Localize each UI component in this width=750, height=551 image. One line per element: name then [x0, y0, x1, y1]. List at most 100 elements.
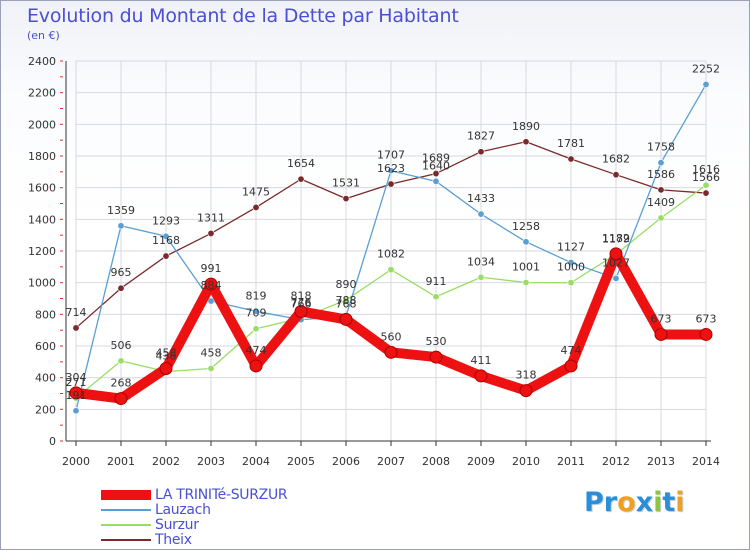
data-point: [387, 266, 395, 274]
logo-letter: i: [653, 487, 663, 518]
data-label: 2252: [692, 62, 720, 75]
legend-label: Theix: [155, 531, 192, 548]
data-label: 884: [201, 279, 222, 292]
data-point: [117, 222, 125, 230]
data-point: [657, 159, 665, 167]
data-point: [432, 177, 440, 185]
data-label: 965: [111, 266, 132, 279]
x-tick-label: 2010: [512, 455, 540, 468]
data-point: [567, 155, 575, 163]
data-label: 1258: [512, 220, 540, 233]
data-label: 1827: [467, 130, 495, 143]
data-label: 788: [336, 294, 357, 307]
data-label: 438: [156, 350, 177, 363]
x-tick-label: 2005: [287, 455, 315, 468]
data-point: [297, 175, 305, 183]
data-point: [249, 359, 263, 373]
data-label: 1682: [602, 153, 630, 166]
data-point: [474, 369, 488, 383]
y-tick-label: 600: [35, 340, 56, 353]
data-label: 1001: [512, 261, 540, 274]
data-point: [339, 312, 353, 326]
data-point: [657, 186, 665, 194]
data-label: 318: [516, 369, 537, 382]
y-tick-label: 2400: [28, 55, 56, 68]
y-tick-label: 1000: [28, 277, 56, 290]
legend-item: LA TRINITé-SURZUR: [101, 486, 288, 503]
data-point: [69, 386, 83, 400]
logo-letter: P: [584, 487, 604, 518]
data-label: 530: [426, 335, 447, 348]
data-point: [384, 345, 398, 359]
legend-swatch: [101, 489, 151, 500]
data-point: [72, 324, 80, 332]
data-point: [204, 277, 218, 291]
y-tick-label: 1200: [28, 245, 56, 258]
logo-letter: i: [675, 487, 685, 518]
y-tick-label: 400: [35, 372, 56, 385]
data-label: 474: [246, 344, 267, 357]
data-point: [519, 384, 533, 398]
legend-label: Lauzach: [155, 501, 211, 518]
data-label: 191: [66, 389, 87, 402]
data-label: 709: [246, 307, 267, 320]
x-tick-label: 2012: [602, 455, 630, 468]
data-point: [387, 180, 395, 188]
data-label: 1531: [332, 177, 360, 190]
data-point: [699, 327, 713, 341]
data-point: [522, 279, 530, 287]
data-label: 673: [651, 312, 672, 325]
data-point: [207, 229, 215, 237]
data-label: 1758: [647, 141, 675, 154]
data-point: [477, 273, 485, 281]
data-point: [477, 148, 485, 156]
data-point: [612, 274, 620, 282]
legend-swatch: [101, 523, 151, 526]
data-point: [702, 181, 710, 189]
data-point: [342, 195, 350, 203]
data-point: [477, 210, 485, 218]
data-point: [342, 296, 350, 304]
data-label: 1654: [287, 157, 315, 170]
data-label: 304: [66, 371, 87, 384]
logo-letter: x: [635, 487, 654, 518]
x-tick-label: 2006: [332, 455, 360, 468]
data-point: [207, 364, 215, 372]
data-label: 1179: [602, 232, 630, 245]
logo-letter: o: [617, 487, 636, 518]
y-tick-label: 2200: [28, 87, 56, 100]
x-tick-label: 2008: [422, 455, 450, 468]
data-point: [294, 304, 308, 318]
data-label: 1475: [242, 185, 270, 198]
data-label: 1000: [557, 261, 585, 274]
data-label: 1182: [602, 232, 630, 245]
data-label: 1616: [692, 163, 720, 176]
data-label: 673: [696, 312, 717, 325]
x-tick-label: 2013: [647, 455, 675, 468]
data-label: 1433: [467, 192, 495, 205]
data-point: [72, 407, 80, 415]
y-tick-label: 0: [49, 435, 56, 448]
data-label: 458: [156, 346, 177, 359]
data-point: [657, 214, 665, 222]
data-point: [567, 279, 575, 287]
data-label: 818: [291, 289, 312, 302]
x-tick-label: 2004: [242, 455, 270, 468]
data-point: [609, 247, 623, 261]
data-label: 776: [291, 296, 312, 309]
data-point: [567, 259, 575, 267]
legend-swatch: [101, 538, 151, 541]
data-label: 1293: [152, 214, 180, 227]
data-label: 1082: [377, 248, 405, 261]
legend-item: Lauzach: [101, 501, 287, 518]
legend-label: LA TRINITé-SURZUR: [155, 486, 288, 503]
data-point: [432, 293, 440, 301]
data-point: [252, 307, 260, 315]
data-point: [702, 80, 710, 88]
data-label: 768: [336, 297, 357, 310]
x-tick-label: 2009: [467, 455, 495, 468]
legend-item: Theix: [101, 531, 287, 548]
data-label: 766: [291, 298, 312, 311]
data-label: 506: [111, 339, 132, 352]
data-point: [117, 357, 125, 365]
